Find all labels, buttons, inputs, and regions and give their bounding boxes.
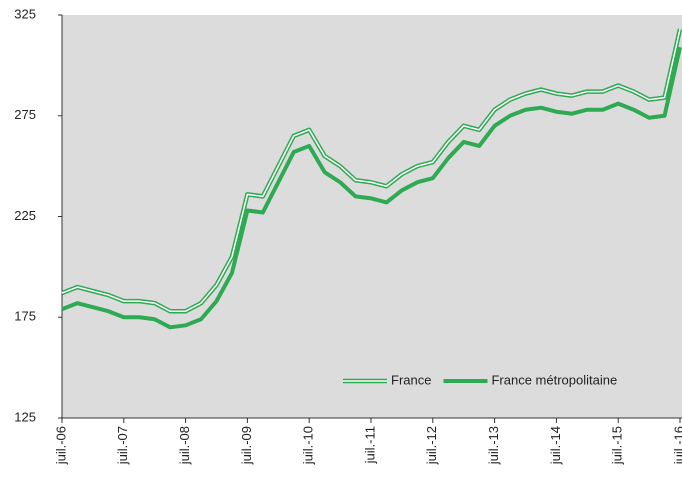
x-tick-label: juil.-09 — [239, 426, 254, 465]
y-tick-label: 175 — [14, 309, 36, 324]
line-series-inner — [61, 28, 681, 312]
x-tick-label: juil.-12 — [424, 426, 439, 465]
x-tick-label: juil.-07 — [115, 426, 130, 465]
x-tick-label: juil.-06 — [53, 426, 68, 465]
x-tick-label: juil.-11 — [362, 426, 377, 464]
plot-area — [62, 15, 682, 418]
legend-label: France — [391, 372, 431, 387]
x-tick-label: juil.-14 — [548, 426, 563, 465]
x-tick-label: juil.-16 — [671, 426, 682, 465]
y-tick-label: 275 — [14, 107, 36, 122]
x-tick-label: juil.-13 — [486, 426, 501, 465]
y-tick-label: 325 — [14, 6, 36, 21]
y-tick-label: 125 — [14, 409, 36, 424]
line-series — [61, 46, 682, 330]
x-tick-label: juil.-10 — [301, 426, 316, 465]
x-tick-label: juil.-15 — [610, 426, 625, 465]
y-tick-label: 225 — [14, 208, 36, 223]
legend-label: France métropolitaine — [491, 372, 617, 387]
x-tick-label: juil.-08 — [177, 426, 192, 465]
